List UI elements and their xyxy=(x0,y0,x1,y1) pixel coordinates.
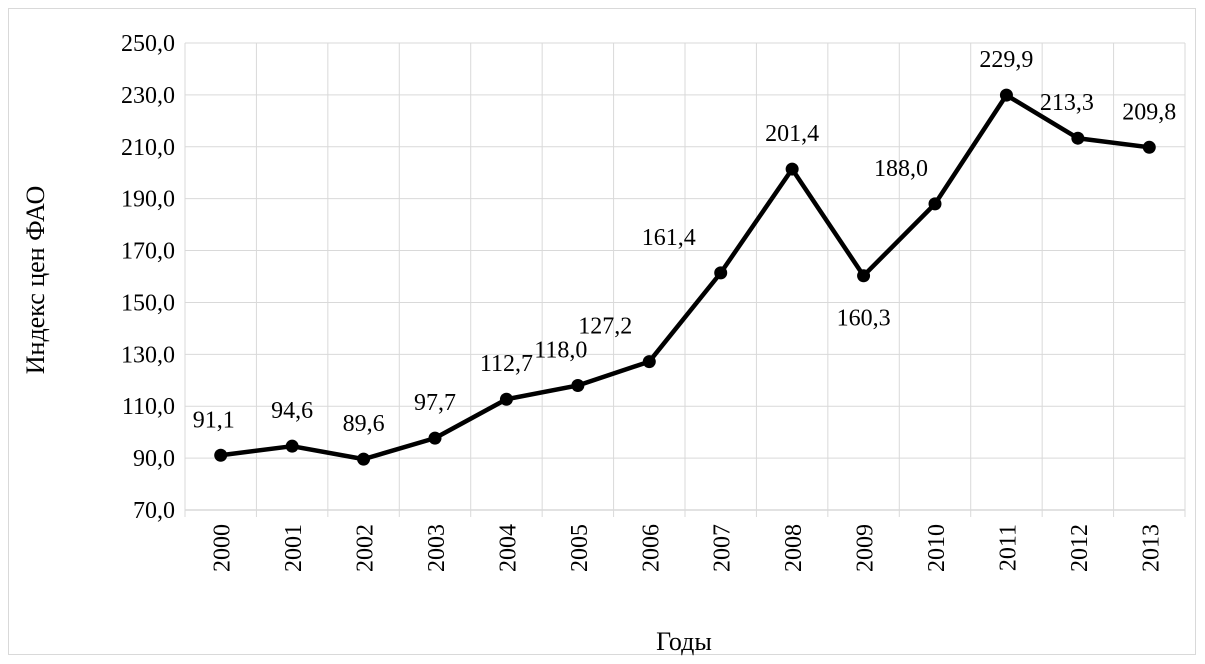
data-point xyxy=(428,431,442,445)
data-label: 201,4 xyxy=(765,121,819,147)
x-tick-label: 2004 xyxy=(495,524,521,572)
x-tick-label: 2008 xyxy=(781,524,807,572)
axes xyxy=(184,43,1186,517)
series xyxy=(214,88,1156,466)
y-tick-label: 110,0 xyxy=(122,394,175,420)
y-tick-label: 170,0 xyxy=(121,239,175,265)
x-tick-label: 2013 xyxy=(1138,524,1164,572)
y-axis-title: Индекс цен ФАО xyxy=(21,186,50,375)
data-label: 94,6 xyxy=(271,398,313,424)
data-label: 89,6 xyxy=(343,411,385,437)
series-line xyxy=(220,92,1150,462)
y-tick-label: 190,0 xyxy=(121,187,175,213)
y-tick-labels: 70,0 90,0 110,0 130,0 150,0 170,0 190,0 210,0 23… xyxy=(121,31,175,524)
y-tick-label: 230,0 xyxy=(121,83,175,109)
data-label: 127,2 xyxy=(578,314,632,340)
data-label: 118,0 xyxy=(534,337,587,363)
x-tick-label: 2011 xyxy=(995,524,1021,571)
grid xyxy=(185,42,1186,510)
data-point xyxy=(214,448,228,462)
x-tick-label: 2006 xyxy=(638,524,664,572)
x-tick-label: 2009 xyxy=(853,524,879,572)
data-point xyxy=(714,266,728,280)
x-tick-label: 2005 xyxy=(567,524,593,572)
x-tick-label: 2012 xyxy=(1067,524,1093,572)
data-point xyxy=(642,355,656,369)
data-point xyxy=(285,439,299,453)
x-tick-label: 2007 xyxy=(710,524,736,572)
x-tick-label: 2000 xyxy=(210,524,236,572)
data-label: 161,4 xyxy=(642,225,696,251)
data-point xyxy=(999,88,1013,102)
data-point xyxy=(1142,140,1156,154)
data-point xyxy=(857,269,871,283)
data-point xyxy=(571,378,585,392)
x-tick-labels: 2000 2001 2002 2003 2004 2005 2006 2007 2008 2009… xyxy=(210,524,1165,572)
y-tick-label: 150,0 xyxy=(121,290,175,316)
data-label: 209,8 xyxy=(1122,99,1176,125)
data-point xyxy=(357,452,371,466)
data-label: 91,1 xyxy=(193,407,235,433)
x-tick-label: 2003 xyxy=(424,524,450,572)
data-point xyxy=(499,392,513,406)
y-tick-label: 210,0 xyxy=(121,135,175,161)
data-point xyxy=(785,162,799,176)
x-tick-label: 2002 xyxy=(353,524,379,572)
y-tick-label: 70,0 xyxy=(133,498,175,524)
data-point xyxy=(1071,131,1085,145)
data-label: 188,0 xyxy=(874,156,928,182)
x-tick-label: 2001 xyxy=(281,524,307,572)
data-label: 160,3 xyxy=(837,306,891,332)
data-label: 112,7 xyxy=(480,351,533,377)
y-tick-label: 130,0 xyxy=(121,342,175,368)
data-point xyxy=(928,197,942,211)
y-tick-label: 250,0 xyxy=(121,31,175,57)
data-label: 229,9 xyxy=(979,47,1033,73)
data-label: 213,3 xyxy=(1040,90,1094,116)
chart-frame xyxy=(8,8,1196,655)
x-axis-title: Годы xyxy=(656,627,712,656)
data-label: 97,7 xyxy=(414,390,456,416)
y-tick-label: 90,0 xyxy=(133,446,175,472)
x-tick-label: 2010 xyxy=(924,524,950,572)
